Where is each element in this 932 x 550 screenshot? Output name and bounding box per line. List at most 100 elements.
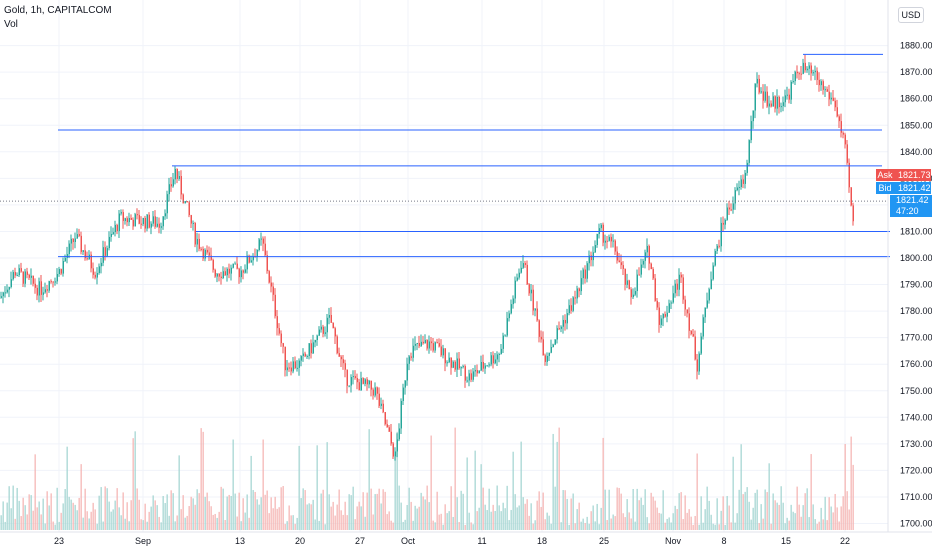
candle-body xyxy=(704,307,706,318)
price-tick-label: 1850.00 xyxy=(900,120,932,130)
candle-body xyxy=(394,451,396,457)
volume-bar xyxy=(290,515,292,530)
volume-bar xyxy=(4,521,6,530)
volume-bar xyxy=(110,511,112,530)
candle-body xyxy=(324,332,326,334)
candle-body xyxy=(800,73,802,75)
volume-bar xyxy=(156,505,158,530)
candle-body xyxy=(702,317,704,337)
candle-body xyxy=(206,249,208,253)
volume-bar xyxy=(522,497,524,530)
candle-body xyxy=(268,271,270,283)
volume-bar xyxy=(592,505,594,530)
volume-bar xyxy=(460,490,462,530)
candle-body xyxy=(818,79,820,86)
candle-body xyxy=(640,264,642,275)
volume-bar xyxy=(840,506,842,530)
candle-body xyxy=(846,144,848,163)
candle-body xyxy=(58,269,60,275)
candle-body xyxy=(538,320,540,337)
candle-body xyxy=(686,309,688,314)
price-tick-label: 1730.00 xyxy=(900,439,932,449)
price-axis[interactable]: 1880.001870.001860.001850.001840.001830.… xyxy=(900,41,932,529)
volume-bar xyxy=(436,491,438,530)
candle-body xyxy=(188,202,190,216)
candle-body xyxy=(242,270,244,273)
volume-bar xyxy=(236,516,238,530)
volume-bar xyxy=(604,489,606,530)
volume-bar xyxy=(318,520,320,530)
volume-bar xyxy=(218,511,220,530)
volume-bar xyxy=(672,513,674,530)
candle-body xyxy=(110,233,112,237)
candle-body xyxy=(654,278,656,301)
candle-body xyxy=(310,343,312,354)
candle-body xyxy=(828,91,830,100)
candle-body xyxy=(776,96,778,109)
currency-button[interactable]: USD xyxy=(898,7,924,23)
candle-body xyxy=(366,379,368,385)
volume-legend[interactable]: Vol xyxy=(4,19,18,30)
chart-legend: Gold, 1h, CAPITALCOM Vol xyxy=(4,4,112,32)
candle-body xyxy=(540,336,542,340)
volume-bar xyxy=(648,523,650,530)
bid-price-tag: Bid 1821.42 xyxy=(876,182,931,194)
candle-body xyxy=(710,279,712,290)
candle-body xyxy=(334,328,336,337)
volume-bar xyxy=(28,494,30,530)
volume-bar xyxy=(488,488,490,530)
candle-body xyxy=(424,340,426,344)
candle-body xyxy=(180,176,182,195)
candle-body xyxy=(336,336,338,354)
horizontal-line-drawings[interactable] xyxy=(58,53,890,258)
price-tick-label: 1710.00 xyxy=(900,492,932,502)
volume-bar xyxy=(12,485,14,530)
volume-bar xyxy=(850,436,852,530)
candle-body xyxy=(450,357,452,368)
candle-body xyxy=(694,336,696,360)
candle-body xyxy=(392,443,394,457)
volume-bar xyxy=(194,504,196,530)
volume-bar xyxy=(358,501,360,530)
price-tick-label: 1800.00 xyxy=(900,253,932,263)
candle-body xyxy=(476,370,478,374)
candle-body xyxy=(132,219,134,227)
volume-bar xyxy=(728,505,730,530)
volume-bar xyxy=(24,505,26,530)
candle-body xyxy=(14,272,16,276)
volume-bar xyxy=(770,523,772,530)
candle-body xyxy=(816,70,818,80)
volume-bar xyxy=(466,457,468,530)
candle-body xyxy=(544,355,546,362)
volume-bar xyxy=(228,494,230,530)
symbol-title[interactable]: Gold, 1h, CAPITALCOM xyxy=(4,5,112,16)
candle-body xyxy=(604,240,606,243)
candle-body xyxy=(278,328,280,334)
candle-body xyxy=(306,356,308,358)
candle-body xyxy=(284,346,286,371)
volume-bar xyxy=(504,508,506,530)
time-tick-label: 15 xyxy=(781,536,791,546)
volume-bar xyxy=(416,508,418,530)
volume-bar xyxy=(442,524,444,530)
volume-bar xyxy=(514,494,516,530)
candle-body xyxy=(454,361,456,370)
volume-bar xyxy=(268,513,270,530)
candle-body xyxy=(246,255,248,270)
volume-bar xyxy=(30,495,32,530)
volume-bar xyxy=(602,437,604,530)
candle-body xyxy=(136,214,138,216)
candle-body xyxy=(790,81,792,100)
candle-body xyxy=(484,365,486,369)
volume-bar xyxy=(376,493,378,530)
volume-bar xyxy=(582,518,584,530)
candle-body xyxy=(840,121,842,133)
candle-body xyxy=(104,247,106,256)
candle-body xyxy=(248,255,250,263)
volume-bar xyxy=(298,445,300,530)
volume-bar xyxy=(244,512,246,530)
time-axis[interactable]: 23 Sep 13 20 27 Oct 11 18 25 Nov 8 15 22 xyxy=(54,536,850,546)
volume-bar xyxy=(354,519,356,530)
volume-bar xyxy=(848,509,850,530)
